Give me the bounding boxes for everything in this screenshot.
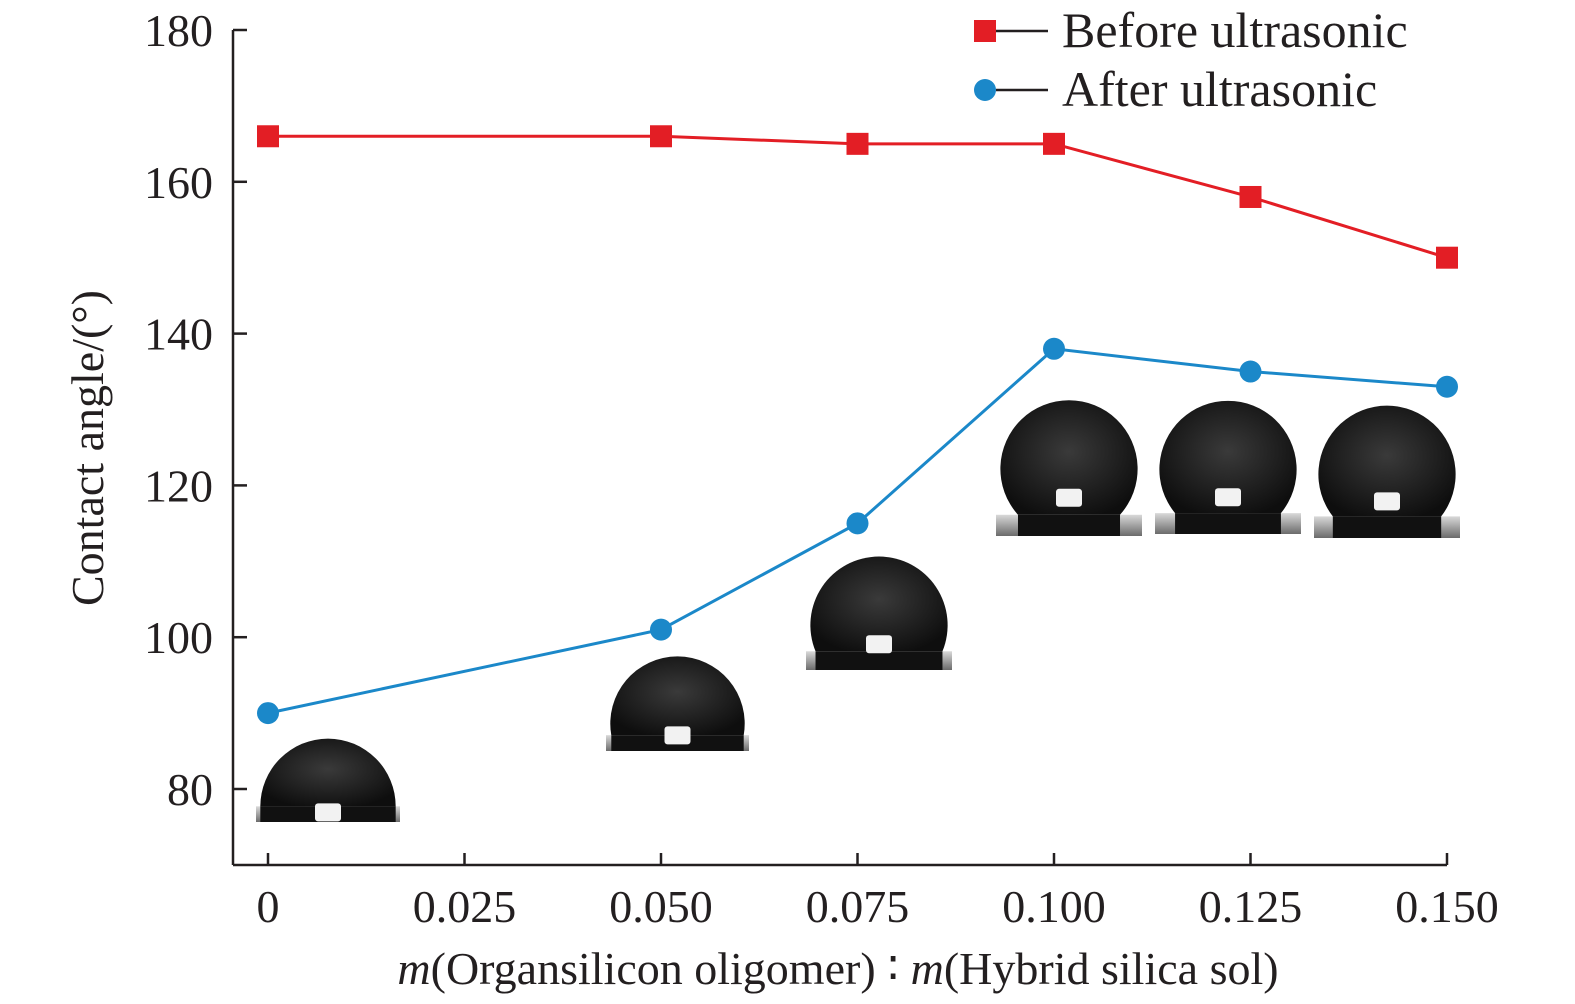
legend-circle-marker [974,79,996,101]
y-tick-label: 140 [144,309,213,360]
y-ticks: 80 100 120 140 160 180 [144,5,247,815]
x-tick-label: 0.150 [1395,881,1499,932]
y-axis-title: Contact angle/(°) [62,290,113,606]
droplet-photo [806,556,952,670]
droplet-highlight [664,726,691,745]
droplet-photo [996,400,1142,536]
y-tick-label: 160 [144,157,213,208]
x-axis-title-part: m [911,943,944,994]
data-point-square [846,132,869,155]
data-point-circle [1436,375,1458,398]
y-tick-label: 120 [144,460,213,511]
axes [231,30,1447,867]
legend-item: Before ultrasonic [974,2,1408,58]
droplet-highlight [315,803,341,822]
series-line [268,134,1448,260]
droplet-highlight [1215,488,1241,507]
droplet-body [810,556,948,652]
legend-square-marker [974,20,996,42]
droplet-photo [606,656,749,751]
droplet-shadow [1017,514,1121,536]
series-line [267,347,1448,715]
droplet-photo [1314,405,1460,538]
data-point-circle [257,702,279,725]
droplet-highlight [866,635,892,654]
y-tick-label: 80 [167,764,213,815]
legend-label: Before ultrasonic [1062,2,1408,58]
legend-item: After ultrasonic [974,61,1377,117]
x-tick-label: 0.125 [1199,881,1303,932]
x-tick-label: 0.025 [413,881,517,932]
data-point-square [1043,132,1065,155]
data-point-circle [1239,360,1262,383]
x-axis-title-part: m [397,943,430,994]
droplet-body [260,738,396,807]
data-point-circle [1043,337,1065,360]
droplet-photo [1155,400,1301,534]
x-tick-label: 0.075 [806,881,910,932]
data-point-square [650,125,672,148]
x-axis-title-part: (Organsilicon oligomer) [431,943,888,994]
droplet-body [1318,405,1456,517]
x-ticks: 0 0.025 0.050 0.075 0.100 0.125 0.150 [257,853,1499,932]
y-tick-label: 180 [144,5,213,56]
x-axis-title: m(Organsilicon oligomer) ∶ m(Hybrid sili… [397,943,1278,994]
x-tick-label: 0.050 [609,881,713,932]
series [257,125,1458,725]
data-point-circle [846,512,869,535]
x-axis-title-part: ∶ [887,943,899,994]
data-point-circle [650,618,672,641]
y-tick-label: 100 [144,612,213,663]
x-tick-label: 0 [257,881,280,932]
droplet-shadow [1332,516,1442,538]
x-axis-title-part: (Hybrid silica sol) [944,943,1279,994]
droplet-insets [256,400,1460,822]
droplet-highlight [1374,492,1400,511]
droplet-photo [256,738,400,822]
data-point-square [1436,246,1458,269]
droplet-body [1000,400,1138,515]
x-tick-label: 0.100 [1002,881,1106,932]
droplet-shadow [1175,513,1281,534]
droplet-shadow [815,651,943,670]
droplet-body [1159,400,1297,514]
data-point-square [1239,185,1262,208]
droplet-body [610,656,745,736]
data-point-square [257,125,279,148]
droplet-highlight [1056,488,1082,507]
x-axis-title-part [899,943,911,994]
legend-label: After ultrasonic [1062,61,1377,117]
